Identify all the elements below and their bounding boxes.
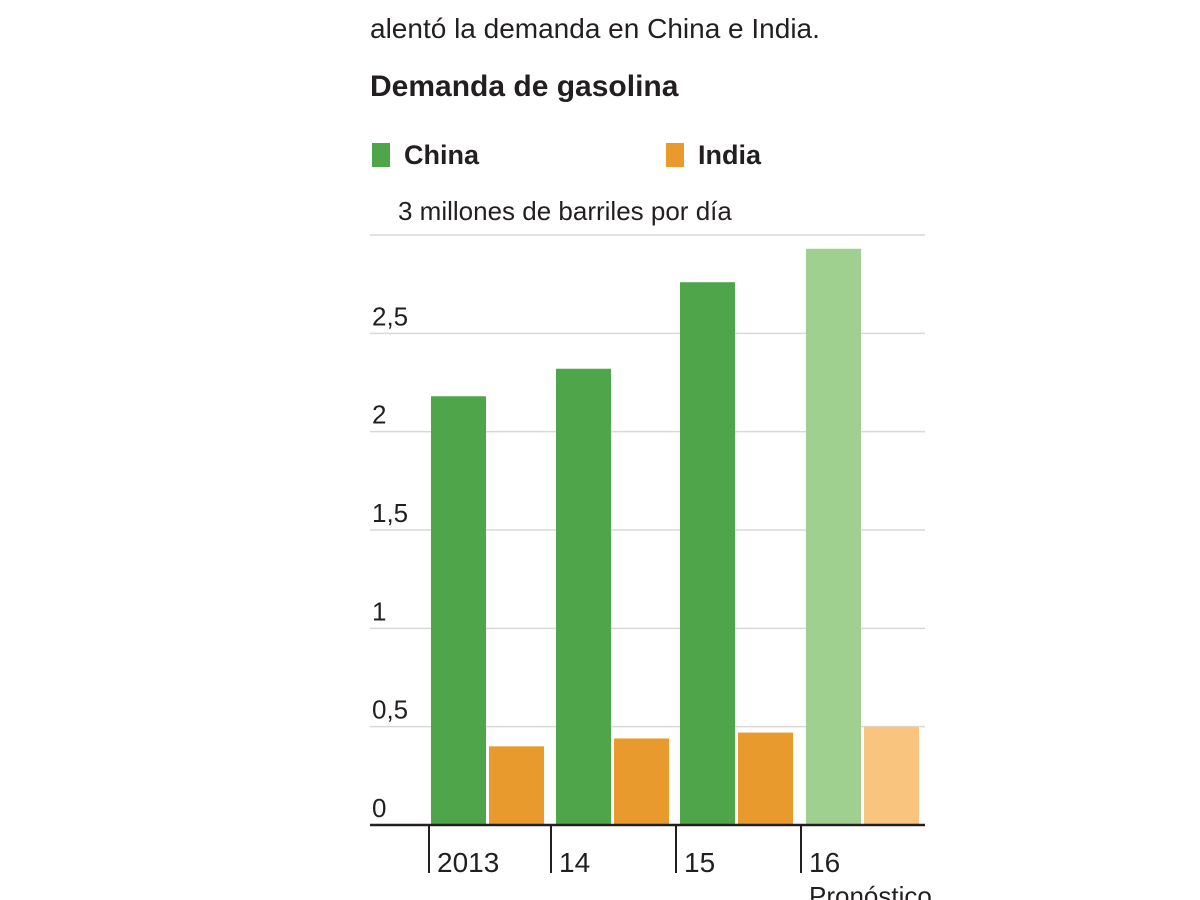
bar-china (431, 396, 486, 825)
bar-india (614, 738, 669, 825)
y-tick-label: 2 (372, 400, 386, 430)
x-tick-label: 15 (684, 847, 715, 878)
x-tick-label: 2013 (437, 847, 499, 878)
chart-title: Demanda de gasolina (370, 70, 679, 103)
x-tick-sublabel: Pronóstico (809, 881, 932, 900)
intro-text: alentó la demanda en China e India. (370, 13, 820, 44)
bar-india (489, 746, 544, 825)
y-tick-label: 1 (372, 596, 386, 626)
x-tick-label: 14 (559, 847, 590, 878)
y-tick-label: 2,5 (372, 301, 408, 331)
bar-china (680, 282, 735, 825)
bar-india (864, 726, 919, 825)
legend-swatch-india (666, 143, 684, 167)
bar-india (738, 732, 793, 825)
legend-label-china: China (404, 139, 480, 170)
bar-china (556, 368, 611, 825)
legend-swatch-china (372, 143, 390, 167)
legend-item-china: China (372, 140, 479, 170)
legend-label-india: India (698, 139, 762, 170)
y-tick-label: 0 (372, 793, 386, 823)
y-tick-label: 1,5 (372, 498, 408, 528)
unit-label: 3 millones de barriles por día (398, 196, 732, 226)
x-tick-label: 16 (809, 847, 840, 878)
y-tick-label: 0,5 (372, 695, 408, 725)
legend-item-india: India (666, 140, 761, 170)
bar-china (806, 248, 861, 825)
